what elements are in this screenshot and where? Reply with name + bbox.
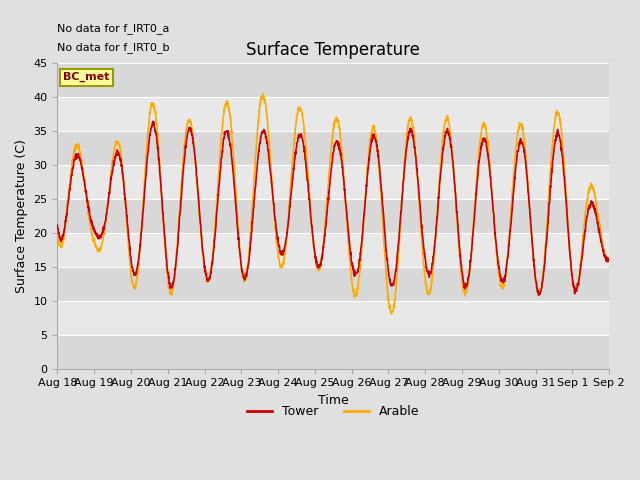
Bar (58, 233, 609, 267)
Title: Surface Temperature: Surface Temperature (246, 41, 420, 59)
Legend: Tower, Arable: Tower, Arable (243, 400, 424, 423)
Text: BC_met: BC_met (63, 72, 109, 83)
Bar (58, 63, 609, 97)
Bar (58, 267, 609, 300)
Text: No data for f_IRT0_a: No data for f_IRT0_a (58, 24, 170, 34)
Y-axis label: Surface Temperature (C): Surface Temperature (C) (15, 139, 28, 293)
Bar (58, 335, 609, 369)
Text: No data for f_IRT0_b: No data for f_IRT0_b (58, 42, 170, 53)
Bar (58, 131, 609, 165)
Bar (58, 97, 609, 131)
Bar (58, 300, 609, 335)
Bar (58, 199, 609, 233)
Bar (58, 165, 609, 199)
X-axis label: Time: Time (318, 394, 349, 407)
